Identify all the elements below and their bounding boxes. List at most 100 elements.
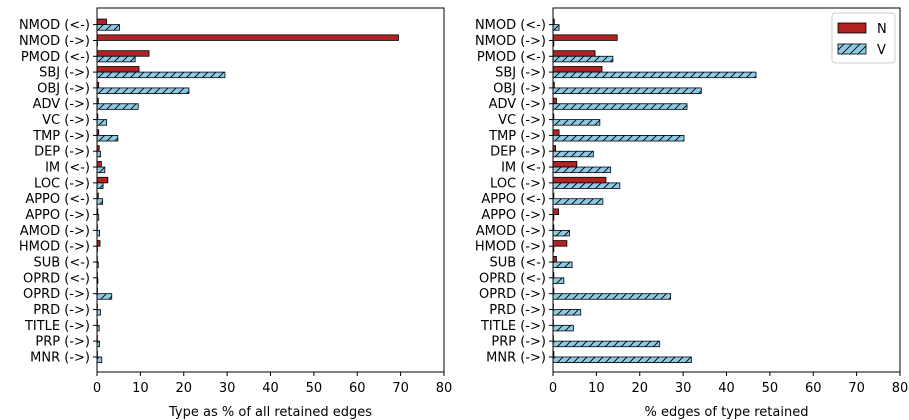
x-tick-label: 40 xyxy=(262,381,279,396)
right-x-axis: 0 10 20 30 40 50 60 70 80 xyxy=(549,372,908,396)
legend: NV xyxy=(831,12,896,64)
left-y-axis: NMOD (<-)NMOD (->)PMOD (<-)SBJ (->)OBJ (… xyxy=(19,18,97,365)
right-y-axis: NMOD (<-)NMOD (->)PMOD (<-)SBJ (->)OBJ (… xyxy=(475,18,553,365)
left-x-axis: 0 10 20 30 40 50 60 70 80 xyxy=(93,372,452,396)
x-tick-label: 70 xyxy=(848,381,865,396)
y-tick-label: HMOD (->) xyxy=(19,240,90,255)
y-tick-label: OPRD (->) xyxy=(23,287,90,302)
x-tick-label: 60 xyxy=(805,381,822,396)
bar-n-2 xyxy=(552,50,596,57)
y-tick-label: LOC (->) xyxy=(34,176,90,191)
bar-hatch-0 xyxy=(553,24,560,31)
y-tick-label: ADV (->) xyxy=(489,97,546,112)
y-tick-label: PMOD (<-) xyxy=(477,50,546,65)
y-tick-label: AMOD (->) xyxy=(476,224,546,239)
bar-hatch-7 xyxy=(553,135,684,141)
y-tick-label: OPRD (<-) xyxy=(479,271,546,286)
y-tick-label: PRD (->) xyxy=(33,303,90,318)
x-tick-label: 80 xyxy=(892,381,909,396)
bar-hatch-3 xyxy=(553,72,756,78)
y-tick-label: SUB (<-) xyxy=(33,256,90,271)
y-tick-label: NMOD (->) xyxy=(475,34,546,49)
y-tick-label: IM (<-) xyxy=(501,161,546,176)
y-tick-label: OBJ (->) xyxy=(37,81,90,96)
bar-hatch-15 xyxy=(97,262,99,268)
bar-n-9 xyxy=(96,161,102,168)
y-tick-label: SBJ (->) xyxy=(495,66,546,81)
y-tick-label: SUB (<-) xyxy=(489,256,546,271)
bar-hatch-8 xyxy=(97,151,101,157)
legend-label-v: V xyxy=(877,43,886,58)
y-tick-label: PRP (->) xyxy=(491,335,546,350)
bar-hatch-18 xyxy=(97,309,101,316)
bar-hatch-20 xyxy=(97,341,100,347)
bar-n-7 xyxy=(552,129,560,136)
left-plot-frame xyxy=(96,7,445,373)
bar-n-10 xyxy=(96,176,109,184)
bar-n-9 xyxy=(552,161,578,168)
bar-hatch-7 xyxy=(97,135,118,141)
bar-hatch-19 xyxy=(97,325,100,331)
bar-hatch-13 xyxy=(553,230,570,236)
bar-n-14 xyxy=(552,240,568,247)
legend-label-n: N xyxy=(877,22,887,37)
y-tick-label: OBJ (->) xyxy=(493,81,546,96)
y-tick-label: DEP (->) xyxy=(34,145,90,160)
bar-n-1 xyxy=(96,34,399,41)
x-tick-label: 30 xyxy=(219,381,236,396)
x-tick-label: 80 xyxy=(436,381,453,396)
bar-hatch-11 xyxy=(553,198,603,205)
x-tick-label: 30 xyxy=(675,381,692,396)
y-tick-label: NMOD (<-) xyxy=(19,18,90,33)
legend-swatch-n xyxy=(837,22,867,34)
bar-hatch-17 xyxy=(97,293,112,300)
bar-n-3 xyxy=(96,66,140,73)
y-tick-label: AMOD (->) xyxy=(20,224,90,239)
y-tick-label: MNR (->) xyxy=(30,350,90,365)
x-tick-label: 50 xyxy=(762,381,779,396)
bar-hatch-2 xyxy=(553,56,613,62)
y-tick-label: IM (<-) xyxy=(45,161,90,176)
bar-n-12 xyxy=(552,208,560,215)
bar-hatch-21 xyxy=(553,356,692,363)
y-tick-label: APPO (->) xyxy=(25,208,90,223)
bar-hatch-13 xyxy=(97,230,100,236)
y-tick-label: SBJ (->) xyxy=(39,66,90,81)
bar-n-0 xyxy=(96,18,107,26)
y-tick-label: PRD (->) xyxy=(489,303,546,318)
x-tick-label: 10 xyxy=(588,381,605,396)
bar-hatch-5 xyxy=(97,103,139,110)
y-tick-label: TITLE (->) xyxy=(480,319,546,334)
y-tick-label: NMOD (->) xyxy=(19,34,90,49)
bar-hatch-9 xyxy=(553,167,611,173)
bar-hatch-21 xyxy=(97,356,102,363)
right-chart: NMOD (<-)NMOD (->)PMOD (<-)SBJ (->)OBJ (… xyxy=(475,7,908,420)
right-x-axis-label: % edges of type retained xyxy=(645,405,809,420)
y-tick-label: APPO (->) xyxy=(481,208,546,223)
legend-swatch-hatch xyxy=(838,44,866,54)
y-tick-label: TMP (->) xyxy=(488,129,546,144)
x-tick-label: 70 xyxy=(392,381,409,396)
bar-n-2 xyxy=(96,50,150,57)
y-tick-label: MNR (->) xyxy=(486,350,546,365)
y-tick-label: VC (->) xyxy=(498,113,546,128)
bar-hatch-10 xyxy=(553,182,620,189)
bar-n-15 xyxy=(552,256,557,263)
bar-n-5 xyxy=(552,97,557,105)
bar-hatch-18 xyxy=(553,309,581,316)
y-tick-label: HMOD (->) xyxy=(475,240,546,255)
bar-hatch-19 xyxy=(553,325,574,331)
bar-n-3 xyxy=(552,66,603,73)
left-chart: NMOD (<-)NMOD (->)PMOD (<-)SBJ (->)OBJ (… xyxy=(19,7,452,420)
x-tick-label: 40 xyxy=(718,381,735,396)
left-bars xyxy=(96,18,399,363)
bar-hatch-15 xyxy=(553,262,573,268)
y-tick-label: TITLE (->) xyxy=(24,319,90,334)
bar-hatch-6 xyxy=(97,119,107,126)
y-tick-label: ADV (->) xyxy=(33,97,90,112)
bar-hatch-10 xyxy=(97,182,104,189)
bar-hatch-17 xyxy=(553,293,671,300)
y-tick-label: APPO (<-) xyxy=(25,192,90,207)
x-tick-label: 0 xyxy=(93,381,101,396)
